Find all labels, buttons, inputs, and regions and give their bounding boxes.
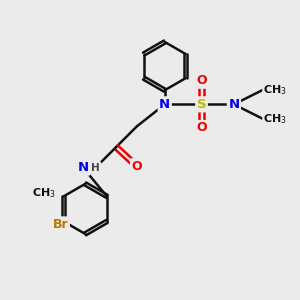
Text: O: O — [131, 160, 142, 173]
Text: CH$_3$: CH$_3$ — [263, 112, 287, 126]
Text: S: S — [197, 98, 206, 111]
Text: N: N — [159, 98, 170, 111]
Text: H: H — [91, 163, 100, 173]
Text: CH$_3$: CH$_3$ — [263, 83, 287, 97]
Text: N: N — [78, 161, 89, 174]
Text: N: N — [228, 98, 239, 111]
Text: CH$_3$: CH$_3$ — [32, 186, 56, 200]
Text: O: O — [196, 74, 207, 87]
Text: O: O — [196, 122, 207, 134]
Text: Br: Br — [53, 218, 68, 231]
